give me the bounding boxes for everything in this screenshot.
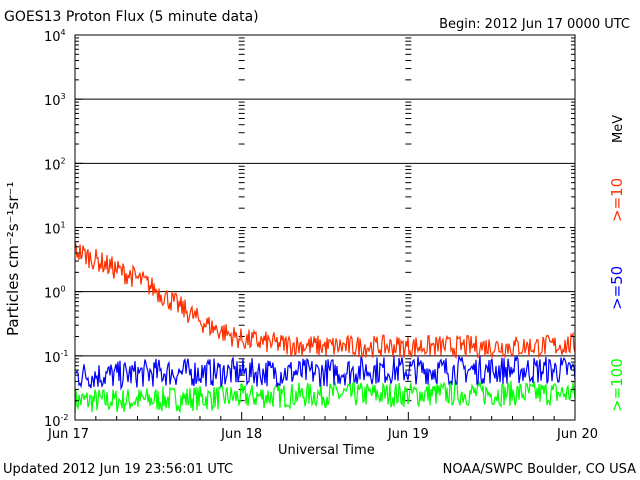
y-tick-exponent: 3 (61, 92, 66, 101)
credit: NOAA/SWPC Boulder, CO USA (442, 462, 636, 477)
y-tick-base: 10 (44, 415, 61, 430)
y-tick-label: 10-2 (44, 413, 69, 430)
updated-time: Updated 2012 Jun 19 23:56:01 UTC (3, 462, 234, 477)
legend-item-100mev: >=100 (608, 358, 626, 412)
legend-item-10mev: >=10 (608, 177, 626, 222)
x-tick-label: Jun 20 (556, 427, 598, 442)
y-tick-base: 10 (44, 351, 61, 366)
y-tick-label: 10-1 (44, 349, 69, 366)
y-tick-exponent: 1 (61, 221, 66, 230)
y-tick-exponent: 2 (61, 156, 66, 165)
y-tick-base: 10 (44, 94, 61, 109)
begin-time: Begin: 2012 Jun 17 0000 UTC (439, 17, 630, 32)
y-axis-label: Particles cm⁻²s⁻¹sr⁻¹ (4, 181, 22, 336)
y-tick-label: 103 (44, 92, 66, 109)
series-line-10mev (74, 241, 576, 360)
y-tick-base: 10 (44, 287, 61, 302)
y-tick-exponent: -2 (61, 413, 69, 422)
series-line-50mev (74, 354, 576, 391)
y-tick-exponent: 4 (61, 28, 66, 37)
x-tick-label: Jun 17 (47, 427, 89, 442)
y-tick-label: 104 (44, 28, 66, 45)
y-tick-label: 102 (44, 156, 66, 173)
x-axis-label: Universal Time (278, 443, 375, 458)
series-line-100mev (74, 379, 576, 414)
chart-title: GOES13 Proton Flux (5 minute data) (4, 9, 259, 25)
y-tick-label: 100 (44, 285, 66, 302)
series-layer (74, 241, 576, 414)
legend-item-50mev: >=50 (608, 265, 626, 310)
y-tick-exponent: -1 (61, 349, 69, 358)
legend-unit: MeV (611, 114, 626, 143)
y-tick-label: 101 (44, 221, 66, 238)
y-tick-base: 10 (44, 30, 61, 45)
x-tick-label: Jun 19 (387, 427, 429, 442)
y-tick-base: 10 (44, 158, 61, 173)
y-tick-exponent: 0 (61, 285, 66, 294)
plot-frame (74, 34, 576, 421)
y-tick-base: 10 (44, 223, 61, 238)
x-tick-label: Jun 18 (220, 427, 262, 442)
